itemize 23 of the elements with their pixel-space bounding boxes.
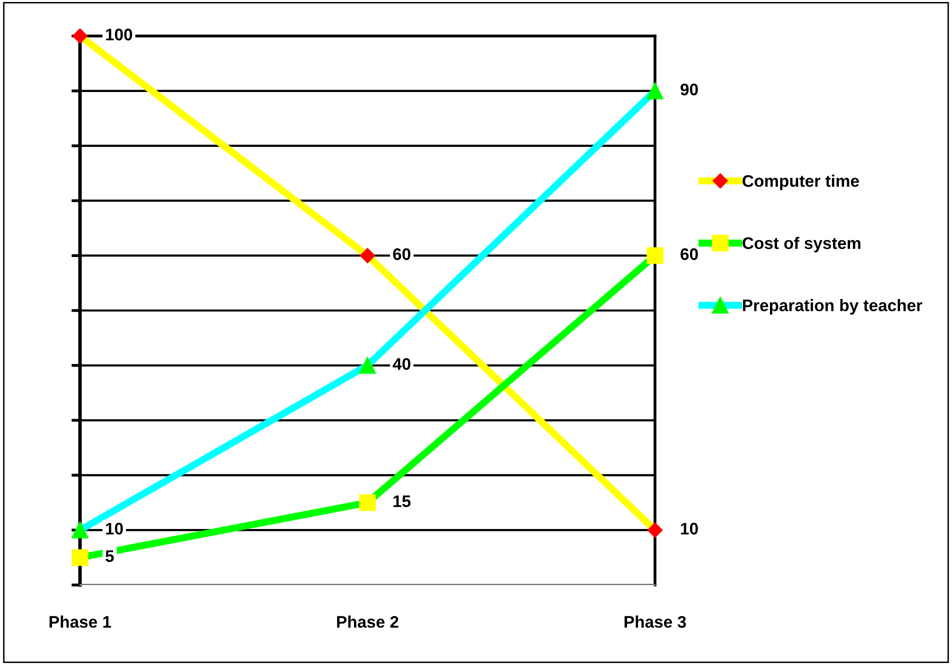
point <box>360 248 376 264</box>
data-label: 10 <box>681 522 698 535</box>
point <box>646 82 664 100</box>
legend-label: Cost of system <box>742 236 860 252</box>
x-tick-label: Phase 2 <box>337 616 398 628</box>
data-label: 10 <box>106 522 123 535</box>
data-label: 15 <box>394 495 411 508</box>
point <box>646 247 664 264</box>
point <box>72 522 88 538</box>
data-label: 60 <box>680 248 698 260</box>
point <box>359 357 376 374</box>
point <box>647 522 663 538</box>
data-label: 100 <box>106 28 132 40</box>
legend-label: Computer time <box>742 174 859 190</box>
data-label: 60 <box>393 248 410 260</box>
legend-label: Preparation by teacher <box>743 299 922 315</box>
x-tick-label: Phase 3 <box>624 616 686 628</box>
point <box>72 549 88 566</box>
data-label: 90 <box>680 84 698 96</box>
data-label: 5 <box>106 550 114 562</box>
x-tick-label: Phase 1 <box>50 616 112 628</box>
point <box>359 494 376 511</box>
data-label: 40 <box>392 358 410 370</box>
